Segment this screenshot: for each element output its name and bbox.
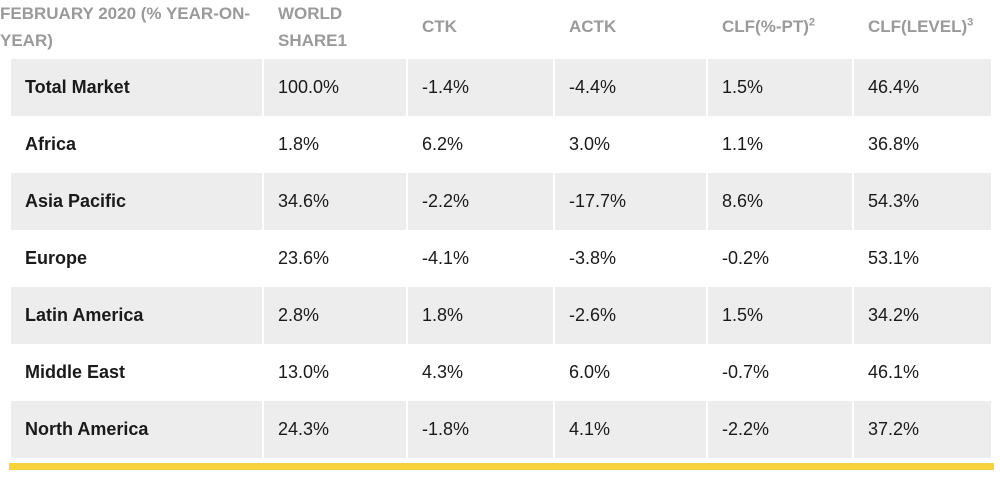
clf-pt-cell: -2.2% bbox=[708, 401, 854, 458]
region-cell: Middle East bbox=[11, 344, 264, 401]
region-cell: Latin America bbox=[11, 287, 264, 344]
table-row: Latin America 2.8% 1.8% -2.6% 1.5% 34.2% bbox=[11, 287, 991, 344]
world-share-cell: 2.8% bbox=[264, 287, 408, 344]
table-bottom-accent-bar bbox=[9, 463, 994, 470]
table-header-row: February 2020 (% year-on-year) World sha… bbox=[0, 0, 991, 58]
header-ctk: CTK bbox=[422, 17, 457, 36]
header-clf-level: CLF(level)3 bbox=[868, 16, 974, 36]
table-body: Total Market 100.0% -1.4% -4.4% 1.5% 46.… bbox=[11, 59, 991, 458]
region-cell: Europe bbox=[11, 230, 264, 287]
data-table: February 2020 (% year-on-year) World sha… bbox=[0, 0, 991, 458]
actk-cell: -17.7% bbox=[555, 173, 708, 230]
footnote-mark: 2 bbox=[808, 16, 815, 29]
world-share-cell: 24.3% bbox=[264, 401, 408, 458]
clf-pt-cell: -0.7% bbox=[708, 344, 854, 401]
table-row: Middle East 13.0% 4.3% 6.0% -0.7% 46.1% bbox=[11, 344, 991, 401]
ctk-cell: 1.8% bbox=[408, 287, 555, 344]
clf-pt-cell: 1.5% bbox=[708, 287, 854, 344]
region-cell: Total Market bbox=[11, 59, 264, 116]
region-cell: Africa bbox=[11, 116, 264, 173]
table-row: Total Market 100.0% -1.4% -4.4% 1.5% 46.… bbox=[11, 59, 991, 116]
header-actk: ACTK bbox=[569, 17, 617, 36]
clf-pt-cell: 1.5% bbox=[708, 59, 854, 116]
table-row: Europe 23.6% -4.1% -3.8% -0.2% 53.1% bbox=[11, 230, 991, 287]
clf-level-cell: 53.1% bbox=[854, 230, 991, 287]
clf-level-cell: 46.4% bbox=[854, 59, 991, 116]
clf-level-cell: 54.3% bbox=[854, 173, 991, 230]
world-share-cell: 1.8% bbox=[264, 116, 408, 173]
ctk-cell: -1.8% bbox=[408, 401, 555, 458]
world-share-cell: 23.6% bbox=[264, 230, 408, 287]
footnote-mark: 3 bbox=[967, 16, 974, 29]
world-share-cell: 34.6% bbox=[264, 173, 408, 230]
table-row: North America 24.3% -1.8% 4.1% -2.2% 37.… bbox=[11, 401, 991, 458]
clf-level-cell: 36.8% bbox=[854, 116, 991, 173]
actk-cell: -3.8% bbox=[555, 230, 708, 287]
header-period: February 2020 (% year-on-year) bbox=[0, 4, 251, 50]
clf-pt-cell: 1.1% bbox=[708, 116, 854, 173]
clf-level-cell: 37.2% bbox=[854, 401, 991, 458]
actk-cell: 3.0% bbox=[555, 116, 708, 173]
world-share-cell: 13.0% bbox=[264, 344, 408, 401]
clf-level-cell: 46.1% bbox=[854, 344, 991, 401]
table-row: Asia Pacific 34.6% -2.2% -17.7% 8.6% 54.… bbox=[11, 173, 991, 230]
clf-level-cell: 34.2% bbox=[854, 287, 991, 344]
ctk-cell: 6.2% bbox=[408, 116, 555, 173]
world-share-cell: 100.0% bbox=[264, 59, 408, 116]
table-row: Africa 1.8% 6.2% 3.0% 1.1% 36.8% bbox=[11, 116, 991, 173]
actk-cell: 6.0% bbox=[555, 344, 708, 401]
clf-pt-cell: 8.6% bbox=[708, 173, 854, 230]
ctk-cell: -4.1% bbox=[408, 230, 555, 287]
ctk-cell: -2.2% bbox=[408, 173, 555, 230]
header-clf-pt: CLF(%-pt)2 bbox=[722, 16, 815, 36]
ctk-cell: -1.4% bbox=[408, 59, 555, 116]
region-cell: Asia Pacific bbox=[11, 173, 264, 230]
actk-cell: -2.6% bbox=[555, 287, 708, 344]
ctk-cell: 4.3% bbox=[408, 344, 555, 401]
clf-pt-cell: -0.2% bbox=[708, 230, 854, 287]
region-cell: North America bbox=[11, 401, 264, 458]
header-world-share: World share1 bbox=[278, 4, 347, 50]
actk-cell: 4.1% bbox=[555, 401, 708, 458]
actk-cell: -4.4% bbox=[555, 59, 708, 116]
